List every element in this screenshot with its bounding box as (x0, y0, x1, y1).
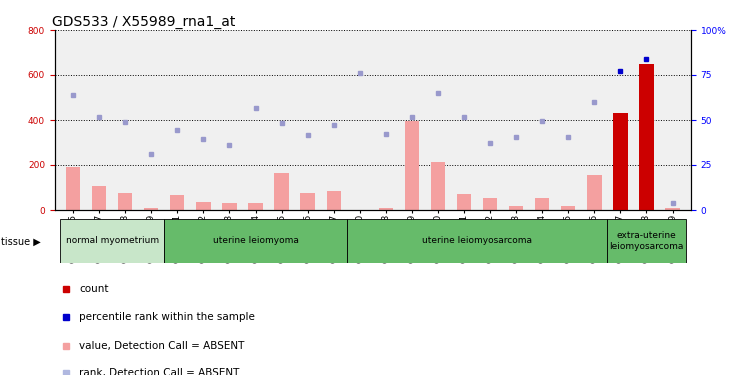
Text: percentile rank within the sample: percentile rank within the sample (79, 312, 255, 322)
Text: rank, Detection Call = ABSENT: rank, Detection Call = ABSENT (79, 368, 239, 375)
Bar (92, 186, 106, 210)
Bar (613, 113, 628, 210)
Text: extra-uterine
leiomyosarcoma: extra-uterine leiomyosarcoma (610, 231, 683, 251)
Bar (300, 193, 315, 210)
Bar (327, 191, 341, 210)
Bar (509, 206, 523, 210)
Bar (118, 193, 132, 210)
Text: tissue ▶: tissue ▶ (1, 237, 41, 247)
Bar (431, 162, 445, 210)
Bar (405, 121, 419, 210)
Bar (613, 113, 628, 210)
Bar (66, 167, 80, 210)
Bar (222, 203, 237, 210)
Bar (170, 195, 184, 210)
Bar (144, 208, 159, 210)
Bar (249, 203, 262, 210)
Bar (60, 219, 164, 262)
Bar (587, 175, 602, 210)
Bar (457, 194, 471, 210)
Bar (164, 219, 346, 262)
Bar (535, 198, 550, 210)
Text: normal myometrium: normal myometrium (66, 237, 159, 246)
Text: uterine leiomyosarcoma: uterine leiomyosarcoma (422, 237, 532, 246)
Text: GDS533 / X55989_rna1_at: GDS533 / X55989_rna1_at (52, 15, 235, 29)
Bar (640, 64, 654, 210)
Bar (561, 206, 575, 210)
Bar (379, 208, 393, 210)
Bar (607, 219, 686, 262)
Text: uterine leiomyoma: uterine leiomyoma (213, 237, 298, 246)
Bar (274, 173, 289, 210)
Bar (640, 64, 654, 210)
Bar (196, 202, 211, 210)
Bar (346, 219, 607, 262)
Bar (483, 198, 497, 210)
Bar (665, 208, 680, 210)
Text: value, Detection Call = ABSENT: value, Detection Call = ABSENT (79, 340, 244, 351)
Text: count: count (79, 284, 108, 294)
